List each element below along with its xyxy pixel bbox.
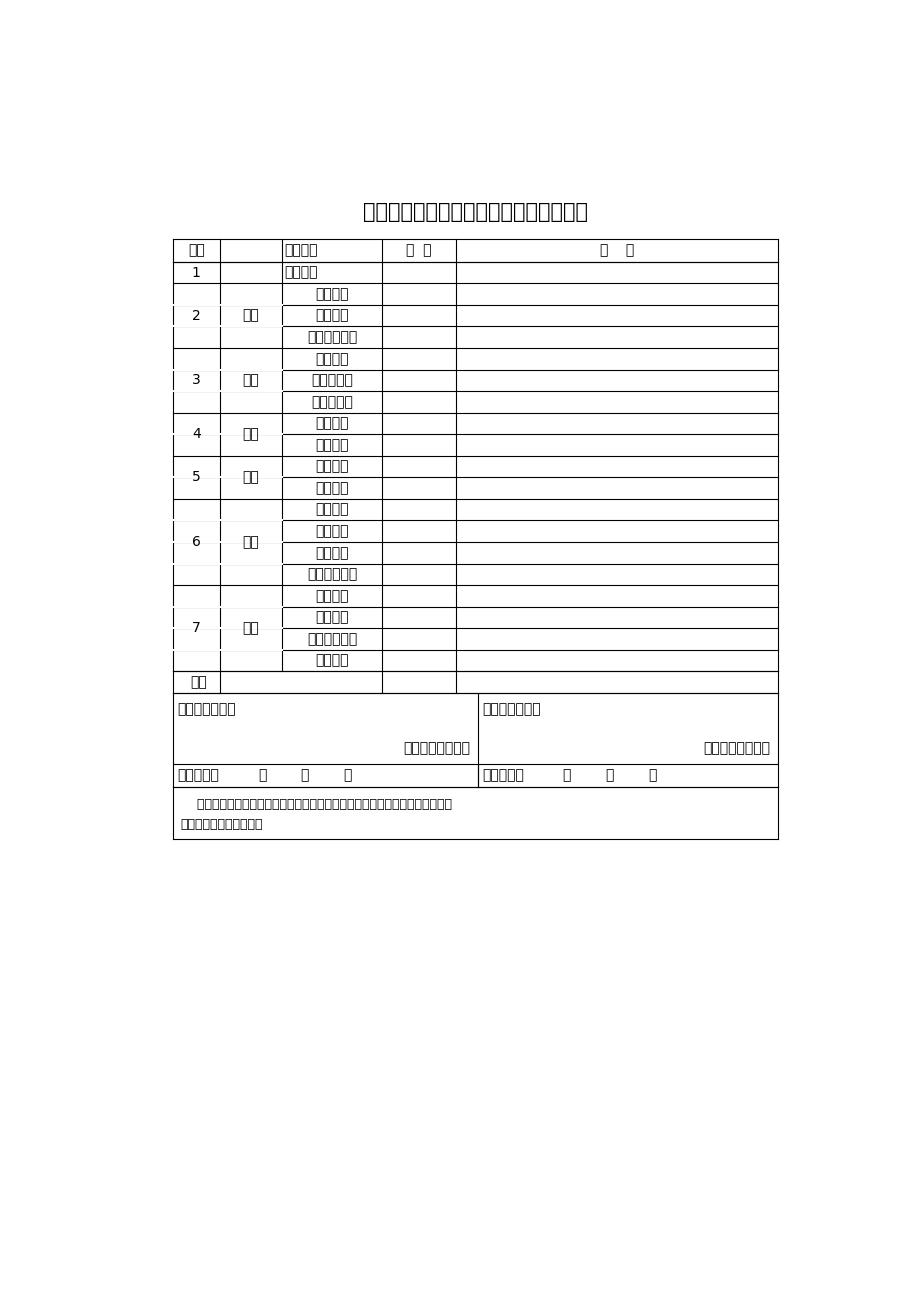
Text: 雨污合流管线: 雨污合流管线 — [307, 331, 357, 344]
Text: 热水管线: 热水管线 — [315, 482, 348, 495]
Text: 光纤管线: 光纤管线 — [315, 654, 348, 668]
Text: 工业: 工业 — [242, 427, 259, 441]
Text: 给水管线: 给水管线 — [284, 266, 317, 280]
Text: 天然气管线: 天然气管线 — [311, 395, 353, 409]
Text: 7: 7 — [192, 621, 200, 635]
Text: 路灯管线: 路灯管线 — [315, 525, 348, 538]
Text: 本表一式四份，建设单位、监理单位、施工单位、安监站各持一份，并加盖建: 本表一式四份，建设单位、监理单位、施工单位、安监站各持一份，并加盖建 — [181, 798, 451, 811]
Text: 电话管线: 电话管线 — [315, 589, 348, 603]
Text: 年: 年 — [258, 768, 267, 783]
Text: 供电管线: 供电管线 — [315, 503, 348, 517]
Text: 污水管线: 污水管线 — [315, 286, 348, 301]
Text: 年: 年 — [562, 768, 571, 783]
Text: 6: 6 — [192, 535, 200, 549]
Text: 蒸汽管线: 蒸汽管线 — [315, 460, 348, 474]
Text: 建设单位（公章）: 建设单位（公章） — [403, 741, 470, 755]
Text: 3: 3 — [192, 374, 200, 387]
Text: 煤气管线: 煤气管线 — [315, 352, 348, 366]
Text: 查明资料情况：: 查明资料情况： — [177, 702, 236, 716]
Text: 乙炔管线: 乙炔管线 — [315, 417, 348, 431]
Text: 序号: 序号 — [187, 243, 205, 258]
Text: 雨水管线: 雨水管线 — [315, 309, 348, 323]
Text: 月: 月 — [605, 768, 613, 783]
Text: 液化气管线: 液化气管线 — [311, 374, 353, 387]
Text: 资料交接情况：: 资料交接情况： — [482, 702, 540, 716]
Text: 5: 5 — [192, 470, 200, 484]
Text: 日: 日 — [647, 768, 655, 783]
Text: 现场代表：: 现场代表： — [177, 768, 220, 783]
Text: 施工现场地下管线资料的交接材料证明表: 施工现场地下管线资料的交接材料证明表 — [362, 202, 587, 221]
Text: 石油管线: 石油管线 — [315, 437, 348, 452]
Text: 热力: 热力 — [242, 470, 259, 484]
Text: 设单位、施工单位公章。: 设单位、施工单位公章。 — [181, 818, 263, 831]
Text: 日: 日 — [343, 768, 351, 783]
Text: 2: 2 — [192, 309, 200, 323]
Text: 电力: 电力 — [242, 535, 259, 549]
Text: 广播管线: 广播管线 — [315, 611, 348, 625]
Text: 月: 月 — [301, 768, 309, 783]
Text: 其他: 其他 — [190, 676, 207, 689]
Text: 施工单位（公章）: 施工单位（公章） — [702, 741, 769, 755]
Text: 排水: 排水 — [242, 309, 259, 323]
Text: 1: 1 — [192, 266, 200, 280]
Text: 有线电视管线: 有线电视管线 — [307, 631, 357, 646]
Text: 燃气: 燃气 — [242, 374, 259, 387]
Text: 交通信号管线: 交通信号管线 — [307, 568, 357, 582]
Text: 份  数: 份 数 — [406, 243, 431, 258]
Text: 备    注: 备 注 — [599, 243, 633, 258]
Text: 电信: 电信 — [242, 621, 259, 635]
Text: 材料名称: 材料名称 — [284, 243, 317, 258]
Text: 4: 4 — [192, 427, 200, 441]
Text: 电车管线: 电车管线 — [315, 546, 348, 560]
Text: 项目经理：: 项目经理： — [482, 768, 524, 783]
